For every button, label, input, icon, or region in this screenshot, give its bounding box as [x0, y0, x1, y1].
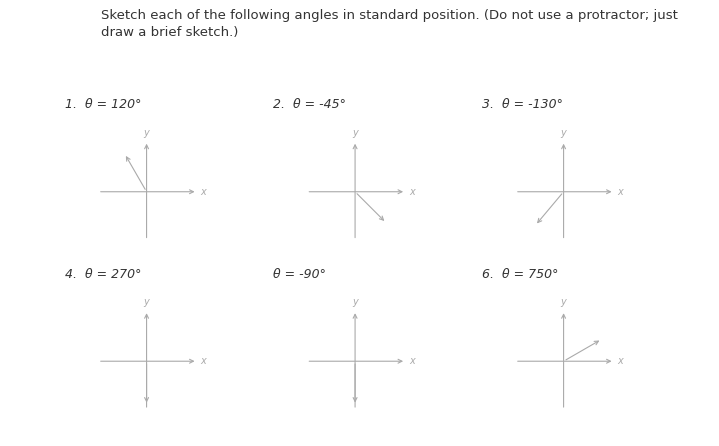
Text: y: y: [352, 297, 358, 307]
Text: 4.  θ = 270°: 4. θ = 270°: [65, 268, 141, 281]
Text: y: y: [144, 128, 150, 138]
Text: 1.  θ = 120°: 1. θ = 120°: [65, 99, 141, 112]
Text: Sketch each of the following angles in standard position. (Do not use a protract: Sketch each of the following angles in s…: [101, 9, 677, 39]
Text: x: x: [618, 356, 623, 366]
Text: y: y: [144, 297, 150, 307]
Text: 3.  θ = -130°: 3. θ = -130°: [482, 99, 562, 112]
Text: 2.  θ = -45°: 2. θ = -45°: [273, 99, 346, 112]
Text: x: x: [409, 356, 415, 366]
Text: x: x: [201, 187, 206, 197]
Text: 6.  θ = 750°: 6. θ = 750°: [482, 268, 558, 281]
Text: y: y: [561, 297, 567, 307]
Text: x: x: [201, 356, 206, 366]
Text: x: x: [409, 187, 415, 197]
Text: y: y: [352, 128, 358, 138]
Text: x: x: [618, 187, 623, 197]
Text: y: y: [561, 128, 567, 138]
Text: θ = -90°: θ = -90°: [273, 268, 326, 281]
